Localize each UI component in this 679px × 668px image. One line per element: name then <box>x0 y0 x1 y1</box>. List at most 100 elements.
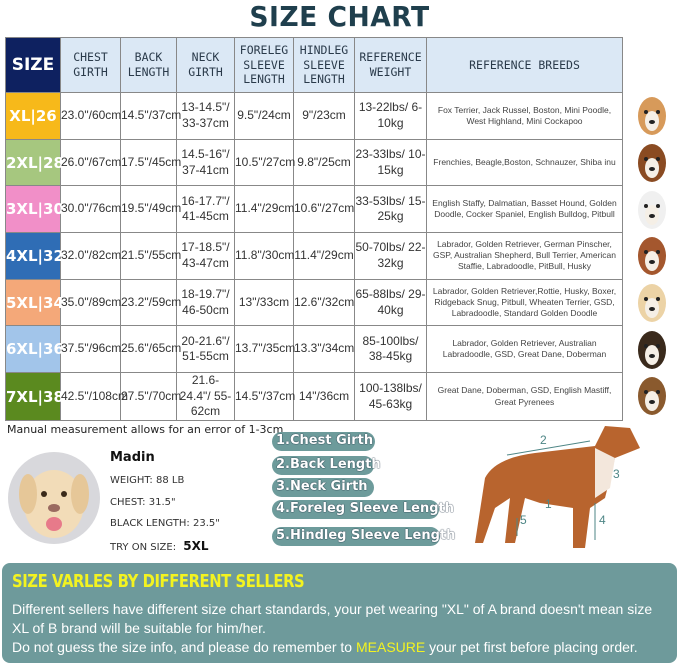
size-cell: 4XL|32 <box>5 232 64 280</box>
diagram-label-3: 3 <box>613 467 620 481</box>
try-size-label: TRY ON SIZE: <box>110 542 177 553</box>
chest-cell: 30.0"/76cm <box>60 185 121 234</box>
column-header: HINDLEG SLEEVE LENGTH <box>293 37 355 93</box>
breeds-cell: Frenchies, Beagle,Boston, Schnauzer, Shi… <box>426 138 623 187</box>
chest-cell: 42.5"/108cm <box>60 372 128 421</box>
diagram-label-2: 2 <box>540 433 547 447</box>
notice-line-1: Different sellers have different size ch… <box>12 601 653 636</box>
size-cell: 2XL|28 <box>5 138 64 187</box>
neck-cell: 16-17.7"/ 41-45cm <box>176 185 235 234</box>
size-cell: 6XL|36 <box>5 325 64 374</box>
chest-cell: 35.0"/89cm <box>60 278 121 327</box>
chest-cell: 37.5"/96cm <box>60 325 121 374</box>
measure-foreleg-sleeve: 4.Foreleg Sleeve Length <box>272 500 454 519</box>
dog-breed-photo <box>627 372 677 419</box>
column-header: REFERENCE BREEDS <box>426 37 623 93</box>
foreleg-cell: 14.5"/37cm <box>234 372 295 421</box>
back-cell: 27.5"/70cm <box>120 372 181 421</box>
measure-neck-girth: 3.Neck Girth <box>272 478 374 497</box>
model-length: BLACK LENGTH: 23.5" <box>110 518 220 529</box>
page-title: SIZE CHART <box>249 0 430 33</box>
size-cell: XL|26 <box>5 92 61 140</box>
notice-line-2a: Do not guess the size info, and please d… <box>12 639 356 655</box>
table-row: 3XL|30 30.0"/76cm 19.5"/49cm 16-17.7"/ 41-4… <box>5 185 623 234</box>
weight-cell: 85-100lbs/ 38-45kg <box>354 325 427 374</box>
hindleg-cell: 13.3"/34cm <box>293 325 355 374</box>
hindleg-cell: 9"/23cm <box>293 92 355 140</box>
breed-photos <box>627 92 677 419</box>
breeds-cell: Labrador, Golden Retriever,Rottie, Husky… <box>426 278 623 327</box>
diagram-label-4: 4 <box>599 513 606 527</box>
foreleg-cell: 10.5"/27cm <box>234 138 295 187</box>
neck-cell: 17-18.5"/ 43-47cm <box>176 232 235 280</box>
back-cell: 14.5"/37cm <box>120 92 181 140</box>
hindleg-cell: 9.8"/25cm <box>293 138 355 187</box>
hindleg-cell: 11.4"/29cm <box>293 232 355 280</box>
foreleg-cell: 13"/33cm <box>234 278 294 327</box>
dog-breed-photo <box>627 232 677 279</box>
try-size-value: 5XL <box>183 539 209 553</box>
hindleg-cell: 10.6"/27cm <box>293 185 355 234</box>
notice-line-2c: your pet first before placing order. <box>425 639 638 655</box>
chest-cell: 32.0"/82cm <box>60 232 121 280</box>
breeds-cell: Labrador, Golden Retriever, German Pinsc… <box>426 232 623 280</box>
dog-breed-photo <box>627 279 677 326</box>
column-header: BACK LENGTH <box>120 37 177 93</box>
neck-cell: 18-19.7"/ 46-50cm <box>176 278 235 327</box>
back-cell: 23.2"/59cm <box>120 278 181 327</box>
dog-breed-photo <box>627 185 677 232</box>
dog-breed-photo <box>627 92 677 139</box>
size-cell: 7XL|38 <box>5 372 64 421</box>
breeds-cell: Labrador, Golden Retriever, Australian L… <box>426 325 623 374</box>
size-cell: 5XL|34 <box>5 278 64 327</box>
weight-cell: 50-70lbs/ 22-32kg <box>354 232 427 280</box>
measurement-dog-diagram: 2 1 3 4 5 <box>475 426 640 548</box>
table-row: 7XL|38 42.5"/108cm 27.5"/70cm 21.6-24.4"/ 5… <box>5 372 623 421</box>
table-row: XL|26 23.0"/60cm 14.5"/37cm 13-14.5"/ 33-37… <box>5 92 623 140</box>
breeds-cell: Great Dane, Doberman, GSD, English Masti… <box>426 372 623 421</box>
neck-cell: 13-14.5"/ 33-37cm <box>176 92 235 140</box>
foreleg-cell: 9.5"/24cm <box>234 92 294 140</box>
weight-cell: 33-53lbs/ 15-25kg <box>354 185 427 234</box>
table-row: 6XL|36 37.5"/96cm 25.6"/65cm 20-21.6"/ 51-5… <box>5 325 623 374</box>
table-row: 5XL|34 35.0"/89cm 23.2"/59cm 18-19.7"/ 46-5… <box>5 278 623 327</box>
breeds-cell: English Staffy, Dalmatian, Basset Hound,… <box>426 185 623 234</box>
notice-title: SIZE VARLES BY DIFFERENT SELLERS <box>12 571 305 592</box>
column-header: SIZE <box>5 37 61 93</box>
model-chest: CHEST: 31.5" <box>110 497 176 508</box>
measure-chest-girth: 1.Chest Girth <box>272 432 375 451</box>
table-row: 4XL|32 32.0"/82cm 21.5"/55cm 17-18.5"/ 43-4… <box>5 232 623 280</box>
column-header: NECK GIRTH <box>176 37 235 93</box>
hindleg-cell: 12.6"/32cm <box>293 278 355 327</box>
chest-cell: 26.0"/67cm <box>60 138 121 187</box>
hindleg-cell: 14"/36cm <box>293 372 355 421</box>
breeds-cell: Fox Terrier, Jack Russel, Boston, Mini P… <box>426 92 623 140</box>
neck-cell: 14.5-16"/ 37-41cm <box>176 138 235 187</box>
dog-breed-photo <box>627 325 677 372</box>
size-cell: 3XL|30 <box>5 185 64 234</box>
back-cell: 19.5"/49cm <box>120 185 181 234</box>
foreleg-cell: 11.4"/29cm <box>234 185 294 234</box>
back-cell: 21.5"/55cm <box>120 232 181 280</box>
foreleg-cell: 13.7"/35cm <box>234 325 295 374</box>
weight-cell: 100-138lbs/ 45-63kg <box>354 372 427 421</box>
neck-cell: 21.6-24.4"/ 55-62cm <box>176 372 235 421</box>
diagram-label-1: 1 <box>545 497 552 511</box>
weight-cell: 13-22lbs/ 6-10kg <box>354 92 427 140</box>
measure-hindleg-sleeve: 5.Hindleg Sleeve Length <box>272 527 455 546</box>
model-weight: WEIGHT: 88 LB <box>110 475 185 486</box>
weight-cell: 65-88lbs/ 29-40kg <box>354 278 427 327</box>
size-table: SIZE CHEST GIRTH BACK LENGTH NECK GIRTH FORE… <box>5 37 623 421</box>
measure-back-length: 2.Back Length <box>272 456 381 475</box>
column-header: FORELEG SLEEVE LENGTH <box>234 37 294 93</box>
weight-cell: 23-33lbs/ 10-15kg <box>354 138 427 187</box>
foreleg-cell: 11.8"/30cm <box>234 232 294 280</box>
diagram-label-5: 5 <box>520 513 527 527</box>
model-name: Madin <box>110 450 155 465</box>
back-cell: 17.5"/45cm <box>120 138 181 187</box>
measurement-note: Manual measurement allows for an error o… <box>7 423 284 436</box>
back-cell: 25.6"/65cm <box>120 325 181 374</box>
dog-breed-photo <box>627 139 677 186</box>
column-header: REFERENCE WEIGHT <box>354 37 427 93</box>
notice-measure: MEASURE <box>355 639 426 655</box>
